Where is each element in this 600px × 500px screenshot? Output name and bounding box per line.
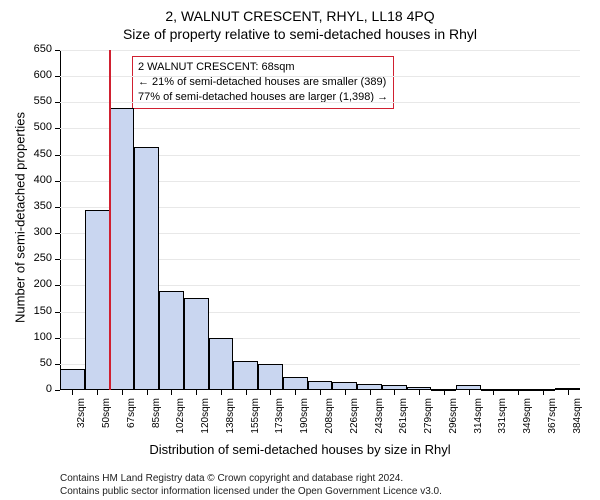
x-tick-label: 85sqm: [151, 398, 162, 458]
x-tick-label: 50sqm: [101, 398, 112, 458]
x-tick-label: 243sqm: [374, 398, 385, 458]
y-tick: [55, 312, 60, 313]
x-tick: [568, 390, 569, 395]
x-tick-label: 296sqm: [448, 398, 459, 458]
x-tick: [122, 390, 123, 395]
y-tick-label: 150: [0, 305, 52, 317]
x-tick: [246, 390, 247, 395]
x-tick: [196, 390, 197, 395]
y-axis-label: Number of semi-detached properties: [13, 108, 28, 328]
y-tick-label: 50: [0, 357, 52, 369]
histogram-bar: [134, 147, 159, 390]
histogram-bar: [308, 381, 333, 390]
y-tick-label: 500: [0, 121, 52, 133]
histogram-bar: [184, 298, 209, 390]
chart-title-address: 2, WALNUT CRESCENT, RHYL, LL18 4PQ: [0, 8, 600, 24]
annotation-property-size: 2 WALNUT CRESCENT: 68sqm: [138, 60, 388, 75]
gridline: [60, 102, 580, 103]
y-tick: [55, 207, 60, 208]
y-tick: [55, 338, 60, 339]
histogram-bar: [85, 210, 110, 390]
y-tick-label: 0: [0, 383, 52, 395]
footer-line-2: Contains public sector information licen…: [60, 485, 442, 498]
y-tick: [55, 155, 60, 156]
x-tick-label: 261sqm: [398, 398, 409, 458]
histogram-bar: [283, 377, 308, 390]
y-tick-label: 400: [0, 174, 52, 186]
x-tick: [469, 390, 470, 395]
gridline: [60, 50, 580, 51]
property-annotation-box: 2 WALNUT CRESCENT: 68sqm ← 21% of semi-d…: [132, 56, 394, 109]
x-tick: [270, 390, 271, 395]
x-tick: [419, 390, 420, 395]
y-tick: [55, 233, 60, 234]
x-tick: [370, 390, 371, 395]
y-tick: [55, 259, 60, 260]
y-tick: [55, 390, 60, 391]
y-tick-label: 650: [0, 43, 52, 55]
histogram-bar: [332, 382, 357, 390]
histogram-bar: [209, 338, 234, 390]
y-tick-label: 450: [0, 148, 52, 160]
chart-container: { "chart": { "type": "histogram", "title…: [0, 0, 600, 500]
y-tick: [55, 76, 60, 77]
x-tick-label: 173sqm: [274, 398, 285, 458]
y-tick-label: 200: [0, 278, 52, 290]
x-tick-label: 367sqm: [547, 398, 558, 458]
x-tick-label: 349sqm: [522, 398, 533, 458]
histogram-bar: [159, 291, 184, 390]
y-tick-label: 250: [0, 252, 52, 264]
x-tick: [72, 390, 73, 395]
x-tick: [345, 390, 346, 395]
x-tick-label: 208sqm: [324, 398, 335, 458]
x-tick: [97, 390, 98, 395]
y-tick: [55, 364, 60, 365]
x-tick-label: 226sqm: [349, 398, 360, 458]
y-tick: [55, 50, 60, 51]
y-tick-label: 550: [0, 95, 52, 107]
x-tick: [221, 390, 222, 395]
x-tick: [295, 390, 296, 395]
y-tick: [55, 128, 60, 129]
histogram-bar: [60, 369, 85, 390]
x-tick-label: 67sqm: [126, 398, 137, 458]
x-tick-label: 314sqm: [473, 398, 484, 458]
x-tick-label: 190sqm: [299, 398, 310, 458]
x-tick: [518, 390, 519, 395]
y-tick: [55, 181, 60, 182]
footer-line-1: Contains HM Land Registry data © Crown c…: [60, 472, 442, 485]
x-tick: [394, 390, 395, 395]
x-tick: [320, 390, 321, 395]
x-tick: [147, 390, 148, 395]
y-tick-label: 350: [0, 200, 52, 212]
gridline: [60, 76, 580, 77]
x-tick-label: 120sqm: [200, 398, 211, 458]
y-tick: [55, 102, 60, 103]
x-tick-label: 279sqm: [423, 398, 434, 458]
x-tick-label: 331sqm: [497, 398, 508, 458]
x-tick-label: 155sqm: [250, 398, 261, 458]
y-tick-label: 600: [0, 69, 52, 81]
x-tick: [493, 390, 494, 395]
histogram-bar: [110, 108, 135, 390]
histogram-bar: [233, 361, 258, 390]
y-tick: [55, 285, 60, 286]
property-marker-line: [109, 50, 111, 390]
chart-title-description: Size of property relative to semi-detach…: [0, 26, 600, 42]
x-tick: [543, 390, 544, 395]
y-tick-label: 100: [0, 331, 52, 343]
x-tick-label: 384sqm: [572, 398, 583, 458]
y-tick-label: 300: [0, 226, 52, 238]
x-tick-label: 32sqm: [76, 398, 87, 458]
x-tick: [444, 390, 445, 395]
x-tick-label: 138sqm: [225, 398, 236, 458]
x-tick: [171, 390, 172, 395]
x-tick-label: 102sqm: [175, 398, 186, 458]
gridline: [60, 128, 580, 129]
attribution-footer: Contains HM Land Registry data © Crown c…: [60, 472, 442, 498]
histogram-bar: [258, 364, 283, 390]
